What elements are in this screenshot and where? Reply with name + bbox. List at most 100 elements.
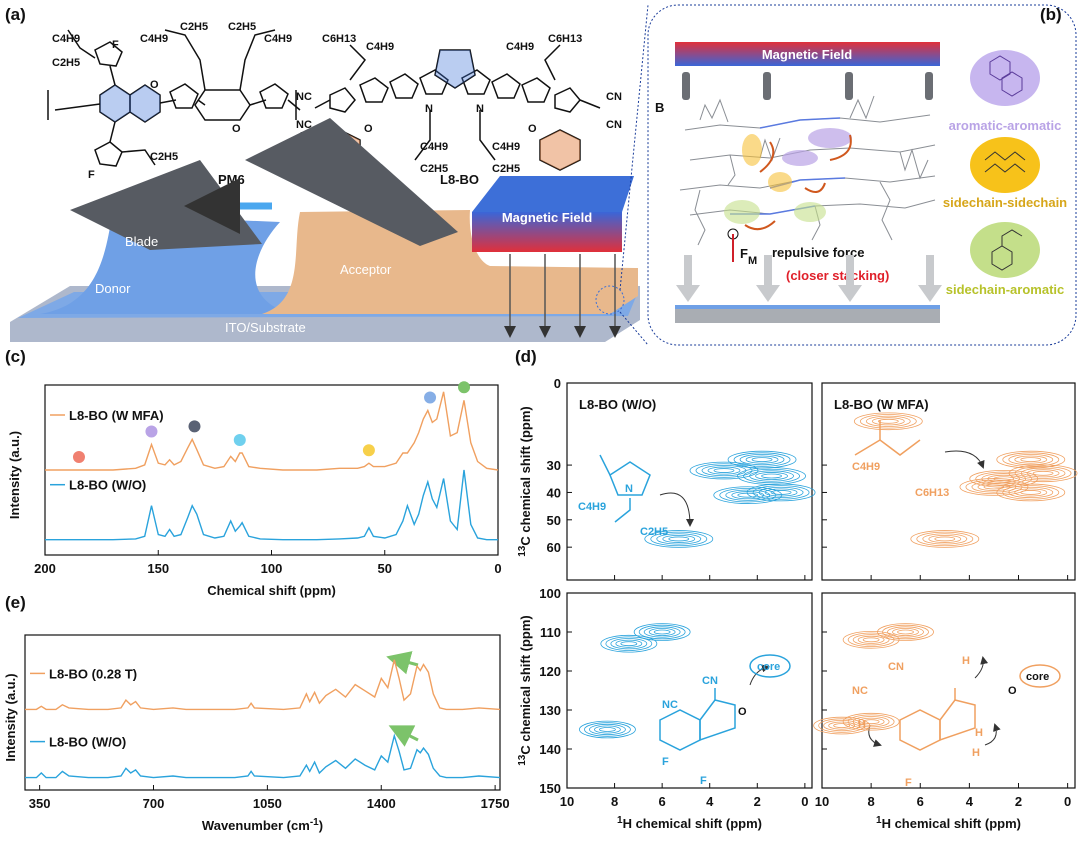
chem-label: H <box>858 719 866 731</box>
contour <box>1026 469 1060 478</box>
force-subscript: M <box>748 255 757 267</box>
x-tick-label: 200 <box>34 561 56 576</box>
x-tick-label: 0 <box>1064 794 1071 809</box>
x-tick-label: 4 <box>706 794 714 809</box>
label-part: 13 <box>517 754 528 766</box>
contour <box>713 468 735 473</box>
pm6-rings <box>100 85 160 122</box>
contour <box>1008 464 1078 483</box>
contour <box>865 415 911 427</box>
panel-b: (b) Magnetic Field B FM repulsive force … <box>647 4 1077 346</box>
contour <box>862 637 880 643</box>
x-axis-label: 1H chemical shift (ppm) <box>876 815 1021 832</box>
contour <box>892 628 919 637</box>
donor-label: Donor <box>95 281 131 296</box>
spectrum <box>45 469 498 541</box>
chem-label: C4H9 <box>140 33 168 45</box>
chem-label: C2H5 <box>492 163 520 175</box>
contour <box>589 723 626 736</box>
x-tick-label: 0 <box>801 794 808 809</box>
aa-icon <box>970 50 1040 106</box>
chem-label: C2H5 <box>150 151 178 163</box>
b-label: B <box>655 100 664 115</box>
y-tick-label: 120 <box>539 664 561 679</box>
contour <box>1002 452 1060 467</box>
contour <box>996 450 1066 469</box>
contour <box>638 624 686 640</box>
contour <box>653 629 671 635</box>
subplot-title: L8-BO (W/O) <box>579 397 656 412</box>
y-tick-label: 130 <box>539 703 561 718</box>
magnet-label: Magnetic Field <box>762 47 852 62</box>
aa-label: aromatic-aromatic <box>949 118 1062 133</box>
legend-label: L8-BO (W MFA) <box>69 408 164 423</box>
substrate <box>675 309 940 323</box>
chem-label: NC <box>852 685 868 697</box>
contour <box>733 452 791 467</box>
chem-label: C6H13 <box>548 33 582 45</box>
x-tick-label: 1750 <box>481 796 510 811</box>
ss-icon <box>970 137 1040 193</box>
peak-marker <box>188 420 201 433</box>
label-part: H chemical shift (ppm) <box>623 816 762 831</box>
contour <box>689 461 759 480</box>
contour <box>853 412 923 431</box>
magnet-bar <box>675 42 940 66</box>
contour <box>719 487 777 503</box>
pm6-label: PM6 <box>218 172 245 187</box>
y-tick-label: 150 <box>539 781 561 796</box>
contour <box>755 472 788 481</box>
contour <box>745 455 779 464</box>
magnet-poles <box>682 72 933 100</box>
y-tick-label: 0 <box>554 376 561 391</box>
d-structures-orange <box>854 420 976 751</box>
contour <box>1014 466 1072 481</box>
spectrum <box>25 659 501 711</box>
blade <box>245 118 458 246</box>
x-tick-label: 2 <box>754 794 761 809</box>
closer-label: (closer stacking) <box>786 268 889 283</box>
contour <box>975 471 1033 486</box>
core-ring <box>749 654 791 678</box>
chem-label: C4H9 <box>366 41 394 53</box>
chem-label: C4H9 <box>506 41 534 53</box>
peak-marker <box>233 434 246 446</box>
x-tick-label: 4 <box>966 794 974 809</box>
contour <box>752 485 810 500</box>
contour <box>842 630 900 649</box>
label-part: Wavenumber (cm <box>202 818 310 833</box>
contour <box>859 414 917 429</box>
contour <box>1008 454 1054 466</box>
molecules <box>679 95 936 246</box>
contour <box>633 623 691 641</box>
chem-label: F <box>905 777 912 789</box>
x-tick-label: 10 <box>560 794 574 809</box>
x-tick-label: 6 <box>659 794 666 809</box>
plot-frame <box>24 634 501 791</box>
contour <box>823 719 861 732</box>
chem-label: C2H5 <box>228 21 256 33</box>
down-arrows <box>676 255 942 302</box>
contour <box>928 534 962 543</box>
x-tick-label: 50 <box>378 561 392 576</box>
contour <box>739 454 785 466</box>
ss-label: sidechain-sidechain <box>943 195 1067 210</box>
contour <box>922 533 968 545</box>
l8bo-structure <box>314 44 601 171</box>
x-tick-label: 10 <box>815 794 829 809</box>
d-structures-blue <box>599 454 736 751</box>
sa-group <box>991 229 1023 271</box>
contour <box>910 530 980 548</box>
contour <box>656 533 702 545</box>
contour <box>668 536 690 542</box>
chem-label: CN <box>606 91 622 103</box>
contour <box>965 479 1023 495</box>
chem-label: C2H5 <box>420 163 448 175</box>
contour <box>731 491 765 500</box>
chem-label: C4H9 <box>492 141 520 153</box>
chem-label: N <box>425 103 433 115</box>
label-part: -1 <box>310 817 319 828</box>
chem-label: C6H13 <box>915 487 949 499</box>
force-label: FM <box>740 246 757 267</box>
x-tick-label: 150 <box>147 561 169 576</box>
